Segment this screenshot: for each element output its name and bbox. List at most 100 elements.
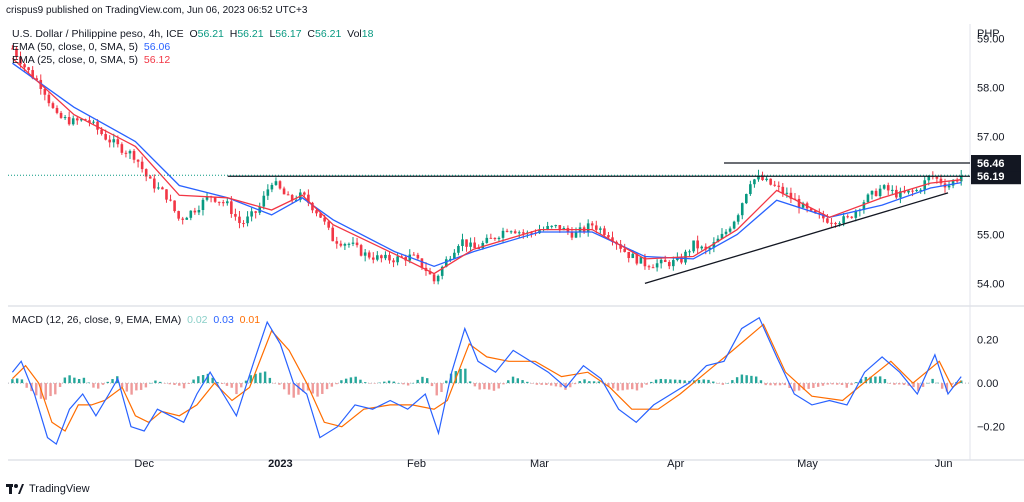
macd-histogram-bar [268,377,272,384]
macd-histogram-bar [58,383,62,387]
macd-histogram-bar [73,377,76,384]
candle-body [351,242,355,244]
macd-histogram-bar [230,383,233,388]
candle-body [27,67,30,71]
macd-histogram-bar [611,383,615,389]
macd-histogram-bar [216,382,219,384]
macd-histogram-bar [836,383,839,385]
candle-body [623,248,626,252]
candle-body [319,213,322,218]
candle-body [781,186,785,194]
candle-body [724,231,728,234]
candle-body [550,225,553,227]
candle-body [230,201,233,214]
macd-histogram-bar [120,383,124,388]
candle-body [217,201,221,203]
macd-histogram-bar [154,380,157,384]
price-tick-label: 55.00 [977,229,1005,241]
candle-body [899,191,902,198]
macd-histogram-bar [197,376,200,384]
candle-body [250,211,253,217]
macd-histogram-bar [416,379,419,384]
ema25-legend[interactable]: EMA (25, close, 0, SMA, 5) 56.12 [12,54,170,66]
macd-histogram-bar [821,383,825,386]
candle-body [643,257,647,267]
candle-body [509,231,513,233]
candle-body [181,218,184,220]
macd-tick-label: −0.20 [977,422,1005,434]
candle-body [761,175,764,181]
candle-body [882,185,886,189]
macd-histogram-bar [569,383,572,388]
close-label: C [307,28,316,40]
candle-body [473,242,476,248]
macd-histogram-bar [750,375,753,384]
tradingview-logo-icon [6,484,24,494]
macd-histogram-bar [507,380,510,384]
candle-body [594,225,598,230]
candle-body [667,262,671,267]
macd-histogram-bar [559,383,562,388]
candle-body [371,257,375,260]
macd-histogram-bar [716,383,720,384]
candle-body [619,244,622,249]
macd-label: MACD (12, 26, close, 9, EMA, EMA) [12,314,182,326]
candle-body [31,70,34,79]
ema50-line [12,62,962,267]
candle-body [294,199,298,201]
candle-body [396,256,399,263]
candle-body [339,243,343,246]
candle-body [655,263,659,268]
macd-histogram-bar [135,383,138,391]
macd-histogram-bar [426,378,429,384]
candle-body [826,218,829,223]
candle-body [708,247,712,250]
tradingview-footer[interactable]: TradingView [6,483,90,495]
macd-histogram-bar [125,383,129,392]
macd-histogram-bar [631,383,634,390]
candle-body [153,178,156,189]
candle-body [80,119,83,121]
currency-label: PHP [977,28,1000,40]
macd-histogram-bar [769,383,772,386]
macd-histogram-bar [220,383,224,384]
macd-legend[interactable]: MACD (12, 26, close, 9, EMA, EMA) 0.02 0… [12,314,260,326]
macd-histogram-bar [669,379,672,384]
price-pane [8,45,970,285]
macd-histogram-bar [802,383,806,390]
candle-body [420,258,424,268]
macd-histogram-bar [874,376,877,384]
candle-body [607,235,610,238]
candle-body [148,176,152,179]
candle-body [732,221,736,229]
macd-histogram-bar [516,378,519,384]
macd-histogram-bar [340,380,343,384]
candle-body [221,202,225,204]
macd-histogram-bar [411,382,415,384]
candle-body [96,121,99,130]
macd-histogram-bar [478,383,481,390]
candle-body [651,267,655,269]
candle-body [270,184,274,190]
candle-body [907,190,910,193]
macd-histogram-bar [554,383,558,387]
ema50-legend[interactable]: EMA (50, close, 0, SMA, 5) 56.06 [12,41,170,53]
price-tick-label: 58.00 [977,83,1005,95]
candle-body [663,259,667,263]
macd-histogram-bar [859,379,863,384]
candle-body [842,216,845,224]
ohlc-legend[interactable]: U.S. Dollar / Philippine peso, 4h, ICE O… [12,28,373,40]
candle-body [43,88,47,95]
vol-value: 18 [361,28,374,40]
macd-histogram-bar [735,377,739,384]
macd-histogram-bar [754,376,758,384]
candle-body [627,251,631,259]
macd-histogram-bar [163,383,167,384]
macd-histogram-bar [654,379,658,384]
candle-body [47,94,51,104]
candle-body [797,198,801,208]
macd-histogram-bar [502,383,505,385]
candle-body [140,161,144,170]
macd-histogram-bar [497,383,500,389]
